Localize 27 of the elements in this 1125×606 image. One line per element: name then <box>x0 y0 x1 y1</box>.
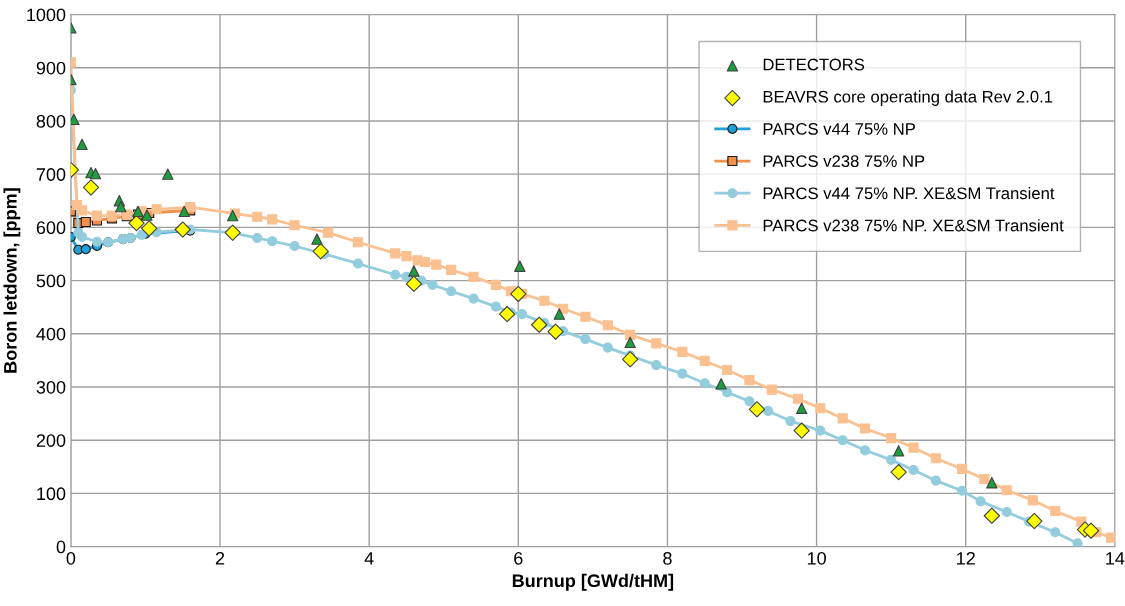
legend-label: PARCS v44 75% NP <box>763 123 915 135</box>
x-tick-label: 14 <box>1106 552 1125 565</box>
x-tick-label: 8 <box>663 551 672 565</box>
x-tick-label: 10 <box>807 551 826 565</box>
legend-label: PARCS v238 75% NP. XE&SM Transient <box>763 219 1064 232</box>
x-tick-label: 4 <box>364 552 374 565</box>
y-tick-label: 0 <box>56 540 66 554</box>
y-tick-label: 200 <box>36 434 66 447</box>
y-tick-label: 700 <box>36 168 66 181</box>
x-tick-label: 0 <box>66 551 76 565</box>
x-axis-title: Burnup [GWd/tHM] <box>512 573 674 591</box>
legend-label: PARCS v238 75% NP <box>763 155 925 168</box>
x-tick-label: 6 <box>514 551 523 565</box>
legend-label: PARCS v44 75% NP. XE&SM Transient <box>763 186 1055 200</box>
y-tick-label: 600 <box>36 221 66 235</box>
legend-label: BEAVRS core operating data Rev 2.0.1 <box>763 90 1053 106</box>
y-tick-label: 300 <box>36 380 66 394</box>
y-tick-label: 100 <box>37 487 66 501</box>
y-tick-label: 900 <box>36 61 66 75</box>
y-tick-label: 500 <box>36 274 66 288</box>
y-tick-label: 400 <box>36 327 66 341</box>
y-tick-label: 1000 <box>27 8 66 22</box>
y-tick-label: 800 <box>36 114 66 128</box>
x-tick-label: 12 <box>957 551 975 565</box>
legend-label: DETECTORS <box>763 58 865 71</box>
x-tick-label: 2 <box>215 551 225 565</box>
y-axis-title: Boron letdown, [ppm] <box>3 188 21 373</box>
